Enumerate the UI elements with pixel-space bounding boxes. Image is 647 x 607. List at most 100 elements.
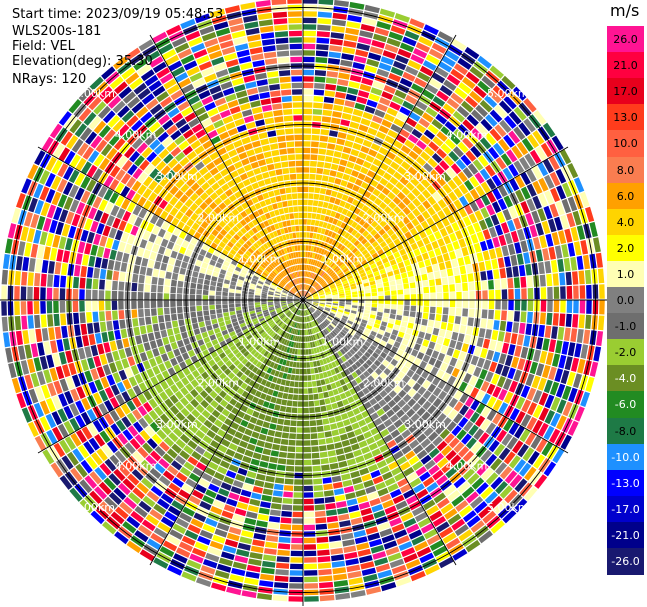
range-gate-cell [227, 241, 234, 248]
range-gate-cell [188, 472, 201, 483]
range-gate-cell [149, 340, 157, 350]
range-gate-cell [397, 48, 412, 59]
range-gate-cell [442, 252, 450, 262]
range-gate-cell [469, 300, 475, 309]
range-gate-cell [293, 308, 298, 314]
range-gate-cell [421, 189, 431, 199]
range-gate-cell [230, 486, 242, 495]
range-gate-cell [193, 512, 207, 523]
range-gate-cell [451, 367, 460, 378]
range-gate-cell [182, 418, 192, 428]
range-gate-cell [230, 281, 237, 286]
range-gate-cell [377, 192, 387, 201]
range-gate-cell [535, 146, 547, 161]
range-gate-cell [244, 449, 254, 458]
range-gate-cell [498, 447, 511, 461]
range-gate-cell [179, 194, 189, 204]
range-gate-cell [342, 398, 350, 406]
range-gate-cell [471, 477, 485, 490]
range-gate-cell [332, 301, 339, 304]
range-gate-cell [1, 269, 9, 285]
range-gate-cell [266, 257, 272, 264]
range-gate-cell [452, 146, 464, 158]
range-gate-cell [306, 309, 310, 315]
range-gate-cell [163, 153, 174, 164]
range-gate-cell [437, 497, 450, 509]
range-gate-cell [434, 230, 442, 240]
range-gate-cell [366, 383, 375, 392]
range-gate-cell [223, 476, 234, 485]
range-gate-cell [482, 229, 491, 240]
range-gate-cell [363, 175, 373, 184]
range-gate-cell [316, 44, 329, 51]
range-gate-cell [129, 150, 140, 163]
range-gate-cell [330, 323, 336, 328]
range-gate-cell [436, 440, 448, 452]
range-gate-cell [315, 326, 319, 333]
range-gate-cell [103, 188, 114, 201]
range-gate-cell [372, 352, 379, 359]
range-gate-cell [74, 123, 87, 138]
range-gate-cell [235, 222, 243, 230]
range-gate-cell [159, 546, 175, 558]
range-gate-cell [289, 570, 303, 576]
range-gate-cell [363, 313, 370, 318]
range-gate-cell [387, 552, 402, 562]
range-gate-cell [99, 354, 108, 366]
range-gate-cell [289, 361, 294, 367]
range-gate-cell [324, 496, 335, 504]
range-gate-cell [237, 467, 248, 476]
range-gate-cell [82, 146, 94, 160]
range-gate-cell [14, 301, 20, 316]
range-gate-cell [105, 280, 112, 290]
range-gate-cell [129, 438, 141, 450]
range-gate-cell [361, 567, 377, 576]
range-gate-cell [519, 462, 532, 477]
range-gate-cell [379, 97, 391, 106]
range-gate-cell [315, 174, 323, 181]
range-gate-cell [319, 331, 324, 338]
range-gate-cell [438, 556, 454, 569]
range-gate-cell [190, 311, 197, 318]
range-gate-cell [296, 302, 301, 307]
range-gate-cell [314, 319, 319, 325]
range-gate-cell [366, 99, 378, 108]
range-gate-cell [436, 307, 443, 314]
range-gate-cell [152, 323, 160, 332]
range-gate-cell [406, 494, 419, 505]
range-gate-cell [420, 151, 431, 162]
range-gate-cell [402, 394, 412, 403]
range-gate-cell [373, 510, 386, 519]
range-gate-cell [262, 307, 268, 311]
range-gate-cell [304, 537, 316, 544]
range-gate-cell [365, 296, 371, 300]
range-gate-cell [428, 447, 440, 459]
range-gate-cell [138, 317, 145, 326]
range-gate-cell [205, 187, 215, 196]
range-gate-cell [200, 326, 207, 333]
range-gate-cell [96, 246, 105, 258]
range-gate-cell [381, 321, 388, 327]
range-gate-cell [401, 253, 409, 261]
range-gate-cell [45, 156, 57, 172]
range-gate-cell [122, 379, 132, 390]
range-gate-cell [305, 302, 310, 307]
range-gate-cell [490, 458, 503, 471]
range-gate-cell [249, 437, 258, 445]
range-gate-cell [106, 440, 118, 454]
range-gate-cell [84, 243, 92, 255]
range-gate-cell [413, 343, 421, 351]
range-gate-cell [134, 373, 144, 384]
range-gate-cell [298, 388, 303, 394]
range-gate-cell [286, 319, 291, 325]
range-gate-cell [305, 342, 308, 349]
range-gate-cell [437, 31, 453, 43]
range-gate-cell [260, 319, 266, 325]
range-gate-cell [36, 371, 46, 386]
range-gate-cell [267, 429, 276, 437]
range-gate-cell [252, 342, 259, 348]
range-gate-cell [193, 265, 201, 272]
range-gate-cell [461, 274, 468, 283]
range-gate-cell [419, 230, 427, 239]
range-gate-cell [463, 468, 475, 481]
